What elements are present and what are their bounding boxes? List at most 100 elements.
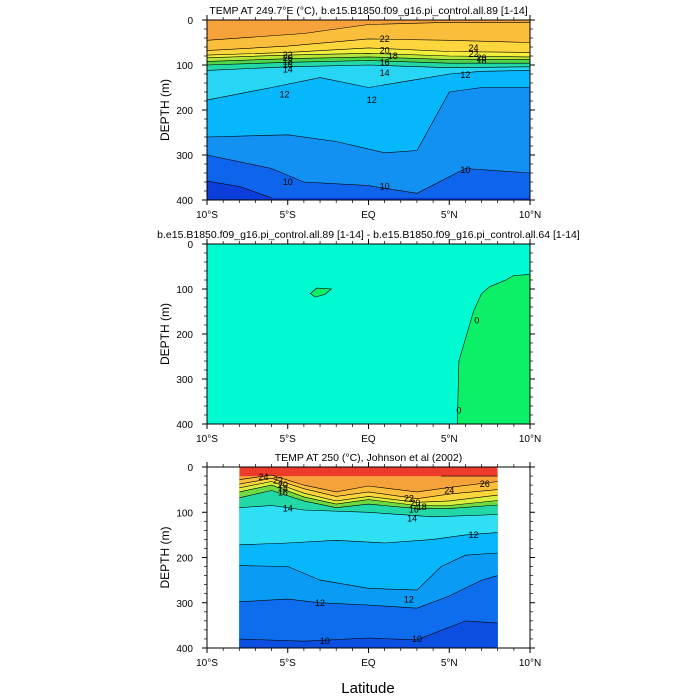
contour-fills: [207, 244, 530, 424]
contour-line: [239, 477, 498, 500]
contour-label: 20: [278, 480, 288, 490]
contour-label: 24: [444, 486, 454, 496]
contour-label: 12: [404, 595, 414, 605]
contour-line: [207, 87, 530, 154]
contour-line: [239, 620, 498, 642]
panel-2: 00b.e15.B1850.f09_g16.pi_control.all.89 …: [157, 229, 580, 445]
contour-lines: [239, 474, 498, 642]
x-tick-label: 10°S: [196, 210, 218, 221]
band-fill: [207, 87, 530, 200]
y-tick-label: 100: [176, 508, 193, 519]
contour-label: 22: [283, 50, 293, 60]
contour-line: [207, 180, 272, 199]
y-tick-label: 300: [176, 375, 193, 386]
contour-label: 18: [477, 56, 487, 66]
panel-title: TEMP AT 249.7°E (°C), b.e15.B1850.f09_g1…: [209, 5, 527, 17]
contour-label: 24: [259, 472, 269, 482]
contour-fills: [207, 20, 530, 200]
contour-line: [207, 154, 530, 194]
y-tick-label: 300: [176, 599, 193, 610]
y-tick-label: 400: [176, 196, 193, 207]
contour-label: 20: [283, 53, 293, 63]
contour-line: [207, 21, 530, 41]
contour-label: 16: [278, 487, 288, 497]
x-tick-label: 10°S: [196, 434, 218, 445]
y-tick-label: 0: [187, 240, 193, 251]
contour-label: 14: [407, 514, 417, 524]
x-tick-label: EQ: [361, 434, 376, 445]
panel-title: b.e15.B1850.f09_g16.pi_control.all.89 [1…: [157, 229, 580, 241]
y-tick-label: 0: [187, 463, 193, 474]
contour-line: [207, 60, 530, 66]
contour-label: 10: [460, 165, 470, 175]
x-tick-label: EQ: [361, 210, 376, 221]
panel-title: TEMP AT 250 (°C), Johnson et al (2002): [275, 452, 462, 464]
band-fill: [239, 575, 498, 648]
x-tick-label: 5°N: [441, 658, 458, 669]
contour-label: 22: [273, 476, 283, 486]
contour-label: 12: [468, 530, 478, 540]
contour-line: [239, 532, 498, 546]
contour-label: 12: [280, 89, 290, 99]
band-fill: [207, 181, 530, 200]
contour-label: 22: [404, 494, 414, 504]
contour-line: [309, 287, 333, 298]
y-axis-label: DEPTH (m): [158, 79, 172, 141]
contour-label: 22: [380, 34, 390, 44]
contour-label: 16: [409, 505, 419, 515]
contour-label: 20: [477, 53, 487, 63]
x-tick-label: 10°N: [519, 658, 541, 669]
band-fill: [207, 155, 530, 200]
contour-line: [239, 552, 498, 591]
contour-line: [207, 38, 530, 51]
y-tick-label: 400: [176, 420, 193, 431]
y-tick-label: 300: [176, 151, 193, 162]
x-tick-label: 5°N: [441, 434, 458, 445]
contour-label: 0: [456, 406, 461, 416]
contour-label: 14: [283, 504, 293, 514]
contour-label: 14: [283, 65, 293, 75]
contour-label: 20: [410, 498, 420, 508]
contour-label: 18: [283, 56, 293, 66]
contour-lines: [309, 274, 530, 424]
contour-line: [207, 47, 530, 56]
x-tick-label: EQ: [361, 658, 376, 669]
x-tick-label: 5°N: [441, 210, 458, 221]
contour-line: [239, 474, 498, 493]
contour-label: 18: [417, 502, 427, 512]
contour-line: [239, 481, 498, 503]
y-tick-label: 200: [176, 554, 193, 565]
contour-label: 14: [380, 68, 390, 78]
contour-label: 22: [468, 49, 478, 59]
y-tick-label: 200: [176, 106, 193, 117]
contour-label: 18: [278, 484, 288, 494]
x-tick-label: 10°N: [519, 434, 541, 445]
contour-line: [207, 56, 530, 62]
contour-label: 12: [367, 95, 377, 105]
contour-label: 20: [380, 46, 390, 56]
y-tick-label: 100: [176, 285, 193, 296]
contour-label: 26: [480, 479, 490, 489]
x-tick-label: 10°N: [519, 210, 541, 221]
contour-label: 16: [380, 57, 390, 67]
contour-line: [239, 505, 498, 518]
contour-lines: [207, 21, 530, 199]
y-tick-label: 0: [187, 16, 193, 27]
contour-line: [239, 484, 498, 506]
contour-label: 10: [412, 634, 422, 644]
y-axis-label: DEPTH (m): [158, 303, 172, 365]
x-tick-label: 5°S: [280, 434, 297, 445]
y-axis-label: DEPTH (m): [158, 527, 172, 589]
contour-label: 12: [460, 70, 470, 80]
contour-label: 16: [283, 60, 293, 70]
contour-label: 0: [474, 316, 479, 326]
contour-label: 10: [380, 182, 390, 192]
contour-label: 10: [283, 177, 293, 187]
contour-label: 10: [320, 636, 330, 646]
band-fill: [457, 274, 530, 424]
contour-line: [207, 70, 530, 101]
contour-line: [207, 64, 530, 71]
y-tick-label: 100: [176, 61, 193, 72]
